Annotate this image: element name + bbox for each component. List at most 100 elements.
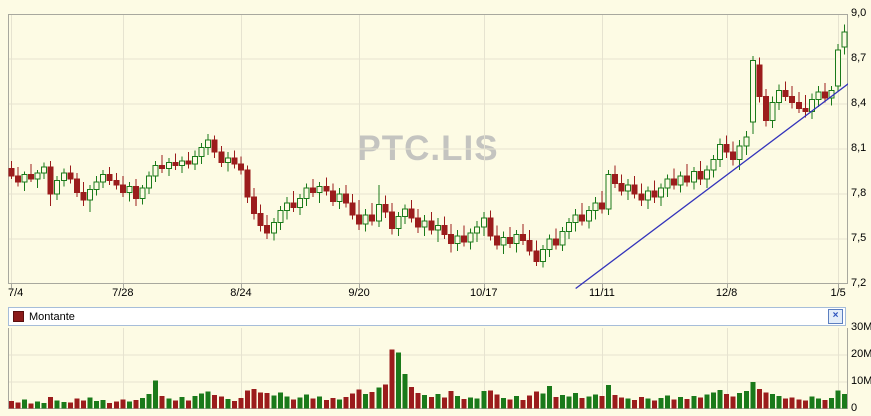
price-tick-label: 7,2 (851, 277, 867, 289)
volume-bar (520, 400, 526, 409)
volume-bar (74, 398, 80, 409)
candle-body (743, 136, 750, 147)
candle-body (625, 184, 632, 192)
candle-body (329, 190, 336, 202)
candle-body (572, 214, 579, 223)
volume-bar (481, 390, 487, 409)
volume-bar (159, 396, 165, 409)
volume-bar (717, 390, 723, 409)
candle-body (310, 187, 317, 193)
volume-bar (842, 394, 848, 409)
volume-bar (763, 392, 769, 409)
candle-body (461, 235, 468, 243)
volume-bar (218, 396, 224, 409)
volume-bar (802, 400, 808, 409)
volume-bar (126, 401, 132, 409)
volume-bar (113, 401, 119, 409)
close-volume-panel-button[interactable]: × (828, 309, 843, 324)
candle-body (336, 193, 343, 202)
candle-body (224, 157, 231, 163)
volume-bar (369, 391, 375, 409)
volume-bar (789, 397, 795, 409)
candle-body (474, 226, 481, 234)
candle-body (467, 232, 474, 243)
volume-bar (514, 396, 520, 409)
candle-body (264, 225, 271, 234)
volume-bar (87, 397, 93, 409)
candle-body (480, 217, 487, 228)
volume-bar (822, 400, 828, 409)
candle-body (513, 234, 520, 244)
volume-bar (835, 390, 841, 409)
candle-body (493, 235, 500, 246)
volume-bar (15, 402, 21, 409)
volume-bar (192, 395, 198, 409)
candle-body (185, 160, 192, 165)
candle-body (546, 238, 553, 250)
candle-body (349, 202, 356, 216)
candle-body (533, 250, 540, 262)
volume-bar (770, 393, 776, 409)
candle-body (67, 172, 74, 180)
volume-bar (389, 349, 395, 409)
volume-bar (48, 396, 54, 409)
candle-body (73, 178, 80, 193)
candle-body (100, 174, 107, 183)
candle-body (631, 184, 638, 195)
candle-body (47, 166, 54, 195)
price-plot-border (8, 14, 848, 284)
volume-bar (54, 400, 60, 409)
candle-body (421, 220, 428, 228)
candle-body (756, 64, 763, 97)
candle-body (395, 216, 402, 229)
volume-bar (304, 394, 310, 409)
candle-body (152, 165, 159, 177)
candle-body (415, 217, 422, 228)
volume-bar (750, 382, 756, 409)
volume-bar (592, 394, 598, 409)
candle-body (356, 214, 363, 225)
volume-bar (704, 394, 710, 409)
volume-bar (61, 401, 67, 409)
volume-bar (277, 392, 283, 409)
candle-body (132, 186, 139, 199)
candle-body (644, 190, 651, 201)
candle-body (34, 172, 41, 180)
volume-bar (245, 390, 251, 409)
candle-body (434, 225, 441, 231)
volume-bar (678, 397, 684, 409)
candle-body (21, 174, 28, 183)
candle-body (119, 184, 126, 193)
volume-bar (21, 399, 27, 409)
volume-bar (809, 396, 815, 409)
volume-bar (605, 385, 611, 409)
volume-bar (238, 397, 244, 409)
volume-bar (632, 399, 638, 409)
volume-bar (28, 403, 34, 409)
candle-body (802, 108, 809, 112)
candle-body (375, 204, 382, 222)
price-chart-canvas[interactable] (8, 14, 848, 289)
volume-bar (710, 392, 716, 409)
candle-body (80, 192, 87, 201)
candle-body (703, 169, 710, 180)
candle-body (776, 90, 783, 103)
candle-body (526, 240, 533, 252)
candle-body (251, 196, 258, 214)
volume-bar (231, 400, 237, 409)
volume-bar (179, 397, 185, 409)
volume-chart-canvas[interactable] (8, 328, 848, 410)
candle-body (408, 208, 415, 219)
candle-body (198, 147, 205, 157)
volume-tick-label: 0 (851, 402, 858, 414)
candle-body (316, 186, 323, 193)
volume-bar (336, 399, 342, 409)
candle-body (54, 180, 61, 195)
candle-body (717, 144, 724, 160)
volume-bar (756, 389, 762, 409)
candle-body (507, 237, 514, 244)
candle-body (277, 210, 284, 223)
candle-body (402, 208, 409, 217)
montante-legend-swatch (13, 311, 24, 322)
